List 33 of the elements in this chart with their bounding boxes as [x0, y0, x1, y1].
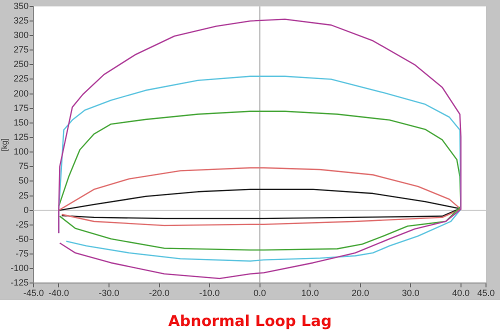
y-tick-label: -100 [10, 263, 29, 274]
y-tick-label: 100 [14, 146, 29, 157]
y-tick-label: 75 [18, 161, 29, 172]
x-tick-label: -40.0 [48, 288, 70, 298]
x-tick-label: 10.0 [301, 288, 319, 298]
x-tick-label: -20.0 [149, 288, 170, 298]
y-tick-label: 175 [14, 102, 29, 113]
y-tick-label: 0 [24, 204, 29, 215]
y-tick-label: 200 [14, 88, 29, 98]
x-tick-label: -10.0 [199, 288, 220, 298]
y-tick-label: -50 [16, 234, 29, 244]
y-tick-label: 275 [14, 44, 29, 55]
y-tick-label: 50 [18, 176, 29, 186]
y-tick-label: -25 [16, 219, 29, 230]
text: Abnormal Loop Lag [167, 312, 333, 330]
x-tick-label: -30.0 [98, 288, 120, 298]
x-tick-label: 45.0 [477, 288, 495, 298]
y-tick-label: 250 [14, 59, 29, 70]
y-tick-label: 300 [14, 30, 29, 40]
y-tick-label: -125 [10, 278, 29, 288]
y-axis-title: [kg] [0, 138, 10, 152]
y-tick-label: 325 [14, 15, 29, 26]
y-tick-label: 25 [18, 190, 29, 200]
y-tick-label: 350 [14, 0, 29, 11]
x-tick-label: -45.0 [23, 288, 44, 298]
x-tick-label: 40.0 [452, 288, 470, 298]
x-tick-label: 0.0 [254, 288, 266, 298]
y-tick-label: 150 [14, 117, 29, 128]
x-tick-label: 30.0 [402, 288, 420, 298]
x-tick-label: 20.0 [352, 288, 370, 298]
y-tick-label: -75 [16, 248, 29, 259]
y-tick-label: 225 [14, 74, 29, 84]
y-tick-label: 125 [14, 132, 29, 142]
